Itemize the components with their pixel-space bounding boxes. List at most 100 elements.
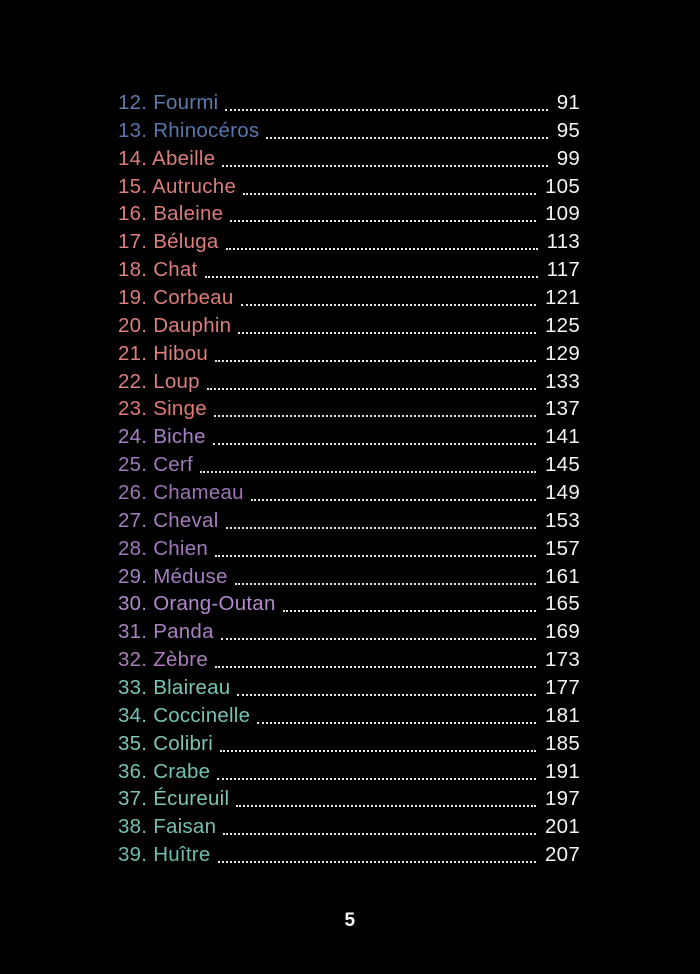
dotted-leader (282, 610, 537, 613)
toc-entry-label[interactable]: 34. Coccinelle (118, 703, 251, 727)
toc-entry-label[interactable]: 39. Huître (118, 843, 211, 867)
toc-entry[interactable]: 23. Singe 137 (118, 395, 580, 423)
dotted-leader (223, 833, 537, 836)
toc-entry-page: 201 (545, 815, 580, 839)
dotted-leader (217, 777, 537, 780)
dotted-leader (204, 276, 538, 279)
toc-entry-label[interactable]: 25. Cerf (118, 453, 193, 477)
toc-entry-page: 157 (545, 536, 580, 560)
toc-entry[interactable]: 24. Biche 141 (118, 423, 580, 451)
toc-entry-page: 121 (545, 286, 580, 310)
toc-entry[interactable]: 19. Corbeau 121 (118, 284, 580, 312)
toc-entry[interactable]: 16. Baleine 109 (118, 200, 580, 228)
toc-entry-label[interactable]: 33. Blaireau (118, 676, 231, 700)
toc-entry-page: 99 (556, 146, 580, 170)
toc-entry-label[interactable]: 37. Écureuil (118, 787, 230, 811)
toc-entry-page: 197 (545, 787, 580, 811)
dotted-leader (243, 192, 537, 195)
dotted-leader (225, 108, 548, 111)
toc-entry-page: 117 (546, 258, 580, 282)
dotted-leader (212, 443, 537, 446)
toc-entry-label[interactable]: 16. Baleine (118, 202, 224, 226)
toc-entry[interactable]: 36. Crabe 191 (118, 758, 580, 786)
dotted-leader (225, 248, 538, 251)
toc-entry-label[interactable]: 30. Orang-Outan (118, 592, 276, 616)
dotted-leader (215, 666, 537, 669)
toc-entry-label[interactable]: 32. Zèbre (118, 648, 208, 672)
toc-entry-page: 129 (545, 341, 580, 365)
dotted-leader (237, 693, 537, 696)
toc-entry[interactable]: 25. Cerf 145 (118, 451, 580, 479)
toc-entry[interactable]: 21. Hibou 129 (118, 340, 580, 368)
toc-entry-label[interactable]: 13. Rhinocéros (118, 118, 260, 142)
toc-entry[interactable]: 18. Chat 117 (118, 256, 580, 284)
toc-entry-label[interactable]: 38. Faisan (118, 815, 217, 839)
toc-entry[interactable]: 32. Zèbre 173 (118, 646, 580, 674)
dotted-leader (238, 331, 537, 334)
toc-entry[interactable]: 38. Faisan 201 (118, 813, 580, 841)
dotted-leader (215, 359, 537, 362)
toc-entry[interactable]: 34. Coccinelle 181 (118, 702, 580, 730)
toc-entry[interactable]: 31. Panda 169 (118, 618, 580, 646)
toc-entry[interactable]: 14. Abeille 99 (118, 145, 580, 173)
dotted-leader (222, 164, 548, 167)
toc-entry-label[interactable]: 22. Loup (118, 369, 200, 393)
dotted-leader (240, 303, 537, 306)
toc-entry[interactable]: 26. Chameau 149 (118, 479, 580, 507)
toc-entry-label[interactable]: 20. Dauphin (118, 313, 232, 337)
toc-entry-label[interactable]: 24. Biche (118, 425, 206, 449)
toc-entry-page: 133 (545, 369, 580, 393)
toc-entry-label[interactable]: 27. Cheval (118, 508, 219, 532)
toc-entry-page: 153 (545, 508, 580, 532)
toc-entry-page: 125 (545, 313, 580, 337)
toc-entry-label[interactable]: 17. Béluga (118, 230, 219, 254)
toc-entry-page: 181 (545, 703, 580, 727)
toc-entry[interactable]: 22. Loup 133 (118, 368, 580, 396)
toc-entry-label[interactable]: 28. Chien (118, 536, 209, 560)
toc-entry-label[interactable]: 19. Corbeau (118, 286, 234, 310)
toc-entry[interactable]: 33. Blaireau 177 (118, 674, 580, 702)
toc-entry-label[interactable]: 26. Chameau (118, 481, 244, 505)
toc-entry-label[interactable]: 15. Autruche (118, 174, 237, 198)
toc-entry-page: 169 (545, 620, 580, 644)
dotted-leader (230, 220, 537, 223)
toc-entry-label[interactable]: 12. Fourmi (118, 91, 219, 114)
toc-entry[interactable]: 30. Orang-Outan 165 (118, 590, 580, 618)
toc-entry-page: 141 (545, 425, 580, 449)
toc-entry-label[interactable]: 23. Singe (118, 397, 207, 421)
toc-entry-page: 191 (545, 759, 580, 783)
page-number: 5 (344, 910, 356, 931)
toc-entry-page: 161 (545, 564, 580, 588)
toc-entry[interactable]: 39. Huître 207 (118, 841, 580, 869)
toc-entry[interactable]: 13. Rhinocéros 95 (118, 117, 580, 145)
toc-entry[interactable]: 20. Dauphin 125 (118, 312, 580, 340)
dotted-leader (266, 136, 548, 139)
toc-entry-label[interactable]: 21. Hibou (118, 341, 209, 365)
toc-entry[interactable]: 37. Écureuil 197 (118, 785, 580, 813)
toc-entry-label[interactable]: 31. Panda (118, 620, 214, 644)
toc-list: 12. Fourmi 91 13. Rhinocéros 95 14. Abeille 9… (118, 89, 580, 869)
toc-entry[interactable]: 15. Autruche 105 (118, 173, 580, 201)
toc-entry[interactable]: 29. Méduse 161 (118, 563, 580, 591)
dotted-leader (206, 387, 537, 390)
toc-entry-label[interactable]: 35. Colibri (118, 731, 214, 755)
dotted-leader (213, 415, 537, 418)
dotted-leader (236, 805, 537, 808)
dotted-leader (234, 582, 537, 585)
toc-entry-page: 145 (545, 453, 580, 477)
toc-entry-label[interactable]: 14. Abeille (118, 146, 216, 170)
toc-entry[interactable]: 35. Colibri 185 (118, 730, 580, 758)
toc-entry-page: 137 (545, 397, 580, 421)
toc-entry[interactable]: 27. Cheval 153 (118, 507, 580, 535)
toc-entry[interactable]: 28. Chien 157 (118, 535, 580, 563)
dotted-leader (220, 638, 537, 641)
toc-entry[interactable]: 17. Béluga 113 (118, 228, 580, 256)
toc-entry-label[interactable]: 36. Crabe (118, 759, 211, 783)
toc-entry[interactable]: 12. Fourmi 91 (118, 89, 580, 117)
toc-entry-page: 149 (545, 481, 580, 505)
toc-entry-page: 105 (545, 174, 580, 198)
toc-entry-label[interactable]: 18. Chat (118, 258, 198, 282)
toc-entry-page: 113 (546, 230, 580, 254)
toc-entry-label[interactable]: 29. Méduse (118, 564, 228, 588)
